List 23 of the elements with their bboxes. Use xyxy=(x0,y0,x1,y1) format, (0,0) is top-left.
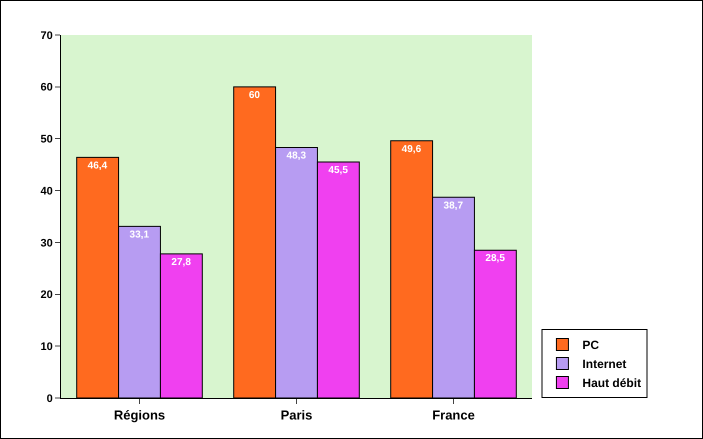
y-tick-label: 20 xyxy=(40,289,53,302)
data-label: 46,4 xyxy=(88,160,108,172)
y-tick-label: 60 xyxy=(40,82,53,94)
x-tick-label: Régions xyxy=(114,408,166,423)
y-tick-label: 10 xyxy=(40,340,53,353)
x-tick-label: Paris xyxy=(280,408,312,423)
legend-label: Haut débit xyxy=(582,376,642,390)
data-label: 60 xyxy=(248,90,260,101)
y-tick-label: 50 xyxy=(40,134,53,146)
legend-label: PC xyxy=(582,338,600,352)
y-tick-label: 30 xyxy=(40,237,53,250)
data-label: 27,8 xyxy=(171,256,192,268)
data-label: 49,6 xyxy=(402,144,422,155)
data-label: 38,7 xyxy=(444,200,464,212)
data-label: 33,1 xyxy=(130,229,150,240)
y-tick-label: 40 xyxy=(40,185,53,198)
data-label: 48,3 xyxy=(286,150,306,162)
x-tick-label: France xyxy=(432,408,475,423)
data-label: 28,5 xyxy=(485,253,506,264)
y-tick-label: 0 xyxy=(46,392,53,405)
data-label: 45,5 xyxy=(328,165,348,176)
y-tick-label: 70 xyxy=(40,30,53,42)
legend-label: Internet xyxy=(582,357,626,372)
